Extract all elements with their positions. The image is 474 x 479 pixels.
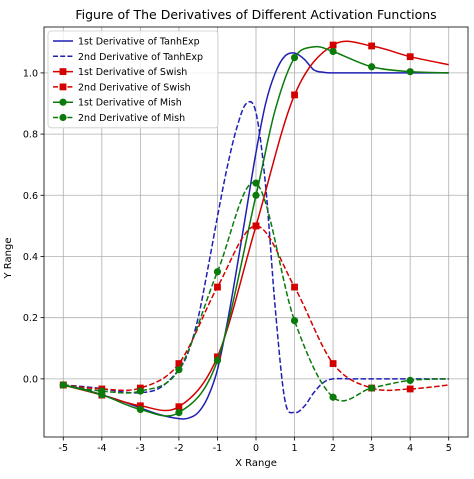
y-tick-label: 0.8 xyxy=(23,130,38,141)
series-4 xyxy=(59,222,449,393)
series-6 xyxy=(59,179,449,402)
series-6-point xyxy=(368,384,376,392)
x-tick-label: 4 xyxy=(407,443,413,454)
x-axis-label: X Range xyxy=(235,458,277,469)
legend-box xyxy=(47,30,219,129)
series-5-point xyxy=(213,356,222,365)
legend-item: 1st Derivative of Swish xyxy=(53,67,187,78)
series-5-point xyxy=(290,53,299,62)
y-tick-label: 0.0 xyxy=(23,374,38,385)
x-tick-label: 2 xyxy=(330,443,336,454)
series-3-point xyxy=(368,42,376,50)
series-6-point xyxy=(136,387,144,395)
legend-item: 2nd Derivative of Swish xyxy=(53,82,191,93)
y-tick-label: 1.0 xyxy=(23,68,38,79)
series-4-point xyxy=(329,360,337,367)
legend-item: 1st Derivative of Mish xyxy=(53,98,182,109)
x-tick-label: -4 xyxy=(97,443,106,454)
x-tick-label: 1 xyxy=(292,443,298,454)
legend-item: 1st Derivative of TanhExp xyxy=(53,37,200,48)
series-3-point xyxy=(291,91,298,99)
series-4-point xyxy=(252,222,260,230)
x-axis-ticks: -5 -4 -3 -2 -1 0 1 2 3 4 5 xyxy=(59,437,452,454)
series-2 xyxy=(63,100,449,414)
legend-item: 2nd Derivative of TanhExp xyxy=(53,52,203,63)
series-6-point xyxy=(98,387,106,395)
series-6-point xyxy=(175,366,183,374)
series-3-point xyxy=(136,402,144,410)
series-5-point xyxy=(329,47,337,56)
series-6-point xyxy=(59,381,67,389)
series-3-point xyxy=(329,41,337,49)
x-tick-label: -1 xyxy=(213,443,222,454)
grid-lines xyxy=(44,27,468,437)
series-4-point xyxy=(214,283,221,291)
x-tick-label: 3 xyxy=(369,443,375,454)
series-3-point xyxy=(406,53,414,61)
series-3-point xyxy=(214,353,221,361)
series-5-point xyxy=(368,63,376,71)
series-6-point xyxy=(406,376,414,384)
series-6-point xyxy=(213,268,222,276)
series-5-point xyxy=(175,408,183,417)
legend: 1st Derivative of TanhExp 2nd Derivative … xyxy=(47,30,219,129)
x-tick-label: -5 xyxy=(59,443,68,454)
legend-label: 2nd Derivative of TanhExp xyxy=(78,52,203,63)
series-6-point xyxy=(252,179,260,187)
x-tick-label: -2 xyxy=(174,443,183,454)
y-axis-label: Y Range xyxy=(3,238,14,280)
x-tick-label: 0 xyxy=(253,443,259,454)
legend-item: 2nd Derivative of Mish xyxy=(53,113,185,124)
legend-label: 1st Derivative of Mish xyxy=(78,98,182,109)
y-tick-label: 0.2 xyxy=(23,313,38,324)
series-6-point xyxy=(290,317,299,325)
legend-label: 1st Derivative of Swish xyxy=(78,67,187,78)
legend-label: 1st Derivative of TanhExp xyxy=(78,37,200,48)
series-layer xyxy=(59,40,449,420)
x-tick-label: 5 xyxy=(446,443,452,454)
series-3-point xyxy=(175,403,183,411)
legend-marker xyxy=(59,98,67,106)
series-5-point xyxy=(406,68,414,76)
series-2-line xyxy=(63,100,449,414)
series-5-point xyxy=(136,405,144,414)
series-5-point xyxy=(252,191,260,199)
series-4-point xyxy=(291,283,298,291)
series-4-point xyxy=(175,360,183,367)
legend-label: 2nd Derivative of Mish xyxy=(78,113,185,124)
x-tick-label: -3 xyxy=(136,443,145,454)
y-tick-label: 0.4 xyxy=(23,252,38,263)
series-4-point xyxy=(406,385,414,393)
series-5 xyxy=(59,45,449,417)
legend-marker xyxy=(59,68,67,75)
legend-label: 2nd Derivative of Swish xyxy=(78,82,191,93)
legend-marker xyxy=(59,113,67,122)
y-tick-label: 0.6 xyxy=(23,191,38,202)
series-6-point xyxy=(329,393,337,401)
chart-title: Figure of The Derivatives of Different A… xyxy=(75,7,436,22)
y-axis-ticks: 0.0 0.2 0.4 0.6 0.8 1.0 xyxy=(23,68,44,385)
legend-marker xyxy=(59,83,67,91)
